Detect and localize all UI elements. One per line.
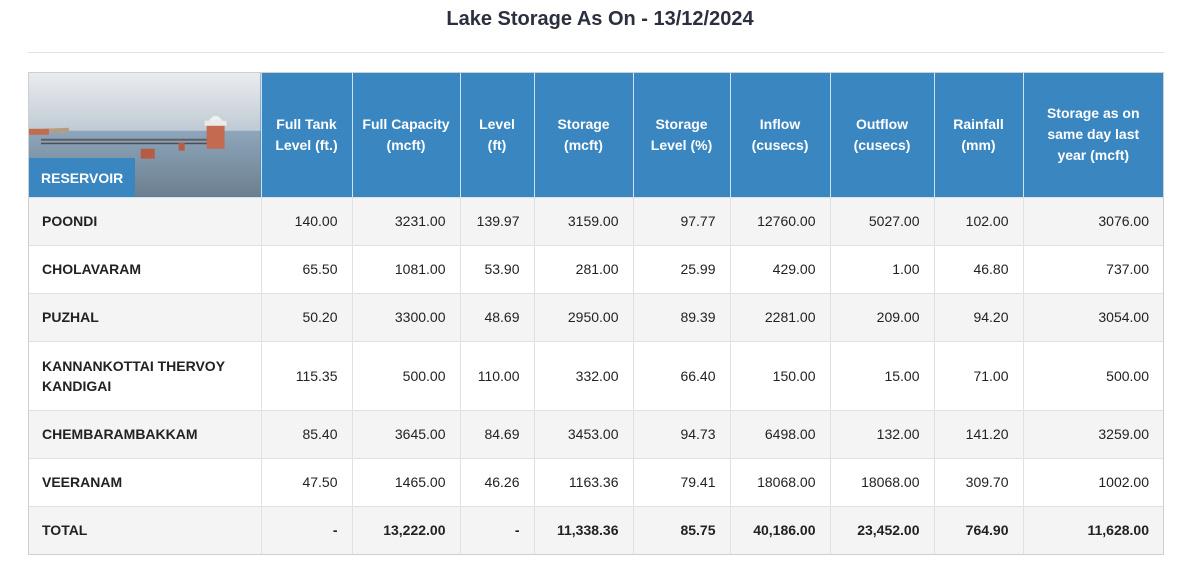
table-header-row: RESERVOIR Full Tank Level (ft.) Full Cap… [29, 73, 1163, 197]
level-header: Level (ft) [460, 73, 534, 197]
total-storage-level-cell: 85.75 [633, 506, 730, 554]
page-title: Lake Storage As On - 13/12/2024 [0, 6, 1200, 32]
table-row: CHEMBARAMBAKKAM 85.40 3645.00 84.69 3453… [29, 410, 1163, 458]
storage-cell: 2950.00 [534, 293, 633, 341]
lake-storage-table: RESERVOIR Full Tank Level (ft.) Full Cap… [29, 73, 1163, 554]
total-inflow-cell: 40,186.00 [730, 506, 830, 554]
inflow-cell: 2281.00 [730, 293, 830, 341]
inflow-cell: 150.00 [730, 341, 830, 410]
storage-last-year-header: Storage as on same day last year (mcft) [1023, 73, 1163, 197]
level-cell: 46.26 [460, 458, 534, 506]
rainfall-cell: 46.80 [934, 245, 1023, 293]
table-row: KANNANKOTTAI THERVOY KANDIGAI 115.35 500… [29, 341, 1163, 410]
full-capacity-header: Full Capacity (mcft) [352, 73, 460, 197]
reservoir-column-label: RESERVOIR [29, 158, 135, 197]
outflow-cell: 15.00 [830, 341, 934, 410]
full-tank-level-cell: 140.00 [261, 197, 352, 245]
full-capacity-cell: 1081.00 [352, 245, 460, 293]
total-outflow-cell: 23,452.00 [830, 506, 934, 554]
rainfall-header: Rainfall (mm) [934, 73, 1023, 197]
outflow-header: Outflow (cusecs) [830, 73, 934, 197]
storage-cell: 281.00 [534, 245, 633, 293]
full-tank-level-cell: 85.40 [261, 410, 352, 458]
storage-last-year-cell: 3259.00 [1023, 410, 1163, 458]
reservoir-name-cell: POONDI [29, 197, 261, 245]
reservoir-header: RESERVOIR [29, 73, 261, 197]
storage-level-cell: 94.73 [633, 410, 730, 458]
reservoir-name-cell: VEERANAM [29, 458, 261, 506]
total-label-cell: TOTAL [29, 506, 261, 554]
table-row: CHOLAVARAM 65.50 1081.00 53.90 281.00 25… [29, 245, 1163, 293]
rainfall-cell: 309.70 [934, 458, 1023, 506]
full-capacity-cell: 1465.00 [352, 458, 460, 506]
full-tank-level-cell: 115.35 [261, 341, 352, 410]
title-divider [28, 52, 1164, 53]
full-capacity-cell: 3300.00 [352, 293, 460, 341]
storage-level-cell: 66.40 [633, 341, 730, 410]
table-row: POONDI 140.00 3231.00 139.97 3159.00 97.… [29, 197, 1163, 245]
reservoir-name-cell: CHEMBARAMBAKKAM [29, 410, 261, 458]
storage-level-cell: 25.99 [633, 245, 730, 293]
storage-level-cell: 79.41 [633, 458, 730, 506]
rainfall-cell: 71.00 [934, 341, 1023, 410]
full-capacity-cell: 3645.00 [352, 410, 460, 458]
storage-last-year-cell: 3054.00 [1023, 293, 1163, 341]
storage-level-cell: 89.39 [633, 293, 730, 341]
rainfall-cell: 102.00 [934, 197, 1023, 245]
storage-level-cell: 97.77 [633, 197, 730, 245]
storage-cell: 3159.00 [534, 197, 633, 245]
storage-level-header: Storage Level (%) [633, 73, 730, 197]
outflow-cell: 18068.00 [830, 458, 934, 506]
level-cell: 84.69 [460, 410, 534, 458]
table-row: PUZHAL 50.20 3300.00 48.69 2950.00 89.39… [29, 293, 1163, 341]
total-row: TOTAL - 13,222.00 - 11,338.36 85.75 40,1… [29, 506, 1163, 554]
full-capacity-cell: 3231.00 [352, 197, 460, 245]
level-cell: 139.97 [460, 197, 534, 245]
full-tank-level-cell: 47.50 [261, 458, 352, 506]
storage-last-year-cell: 1002.00 [1023, 458, 1163, 506]
inflow-cell: 6498.00 [730, 410, 830, 458]
reservoir-name-cell: KANNANKOTTAI THERVOY KANDIGAI [29, 341, 261, 410]
total-full-capacity-cell: 13,222.00 [352, 506, 460, 554]
reservoir-name-cell: PUZHAL [29, 293, 261, 341]
outflow-cell: 132.00 [830, 410, 934, 458]
rainfall-cell: 141.20 [934, 410, 1023, 458]
storage-last-year-cell: 737.00 [1023, 245, 1163, 293]
outflow-cell: 1.00 [830, 245, 934, 293]
full-tank-level-cell: 50.20 [261, 293, 352, 341]
inflow-header: Inflow (cusecs) [730, 73, 830, 197]
total-rainfall-cell: 764.90 [934, 506, 1023, 554]
inflow-cell: 18068.00 [730, 458, 830, 506]
storage-cell: 3453.00 [534, 410, 633, 458]
level-cell: 53.90 [460, 245, 534, 293]
rainfall-cell: 94.20 [934, 293, 1023, 341]
table-row: VEERANAM 47.50 1465.00 46.26 1163.36 79.… [29, 458, 1163, 506]
inflow-cell: 12760.00 [730, 197, 830, 245]
lake-storage-table-container: RESERVOIR Full Tank Level (ft.) Full Cap… [28, 72, 1164, 555]
level-cell: 110.00 [460, 341, 534, 410]
storage-cell: 1163.36 [534, 458, 633, 506]
storage-cell: 332.00 [534, 341, 633, 410]
level-cell: 48.69 [460, 293, 534, 341]
total-storage-cell: 11,338.36 [534, 506, 633, 554]
full-capacity-cell: 500.00 [352, 341, 460, 410]
full-tank-level-header: Full Tank Level (ft.) [261, 73, 352, 197]
storage-last-year-cell: 500.00 [1023, 341, 1163, 410]
total-full-tank-level-cell: - [261, 506, 352, 554]
outflow-cell: 5027.00 [830, 197, 934, 245]
total-storage-last-year-cell: 11,628.00 [1023, 506, 1163, 554]
reservoir-name-cell: CHOLAVARAM [29, 245, 261, 293]
full-tank-level-cell: 65.50 [261, 245, 352, 293]
outflow-cell: 209.00 [830, 293, 934, 341]
storage-header: Storage (mcft) [534, 73, 633, 197]
total-level-cell: - [460, 506, 534, 554]
inflow-cell: 429.00 [730, 245, 830, 293]
storage-last-year-cell: 3076.00 [1023, 197, 1163, 245]
